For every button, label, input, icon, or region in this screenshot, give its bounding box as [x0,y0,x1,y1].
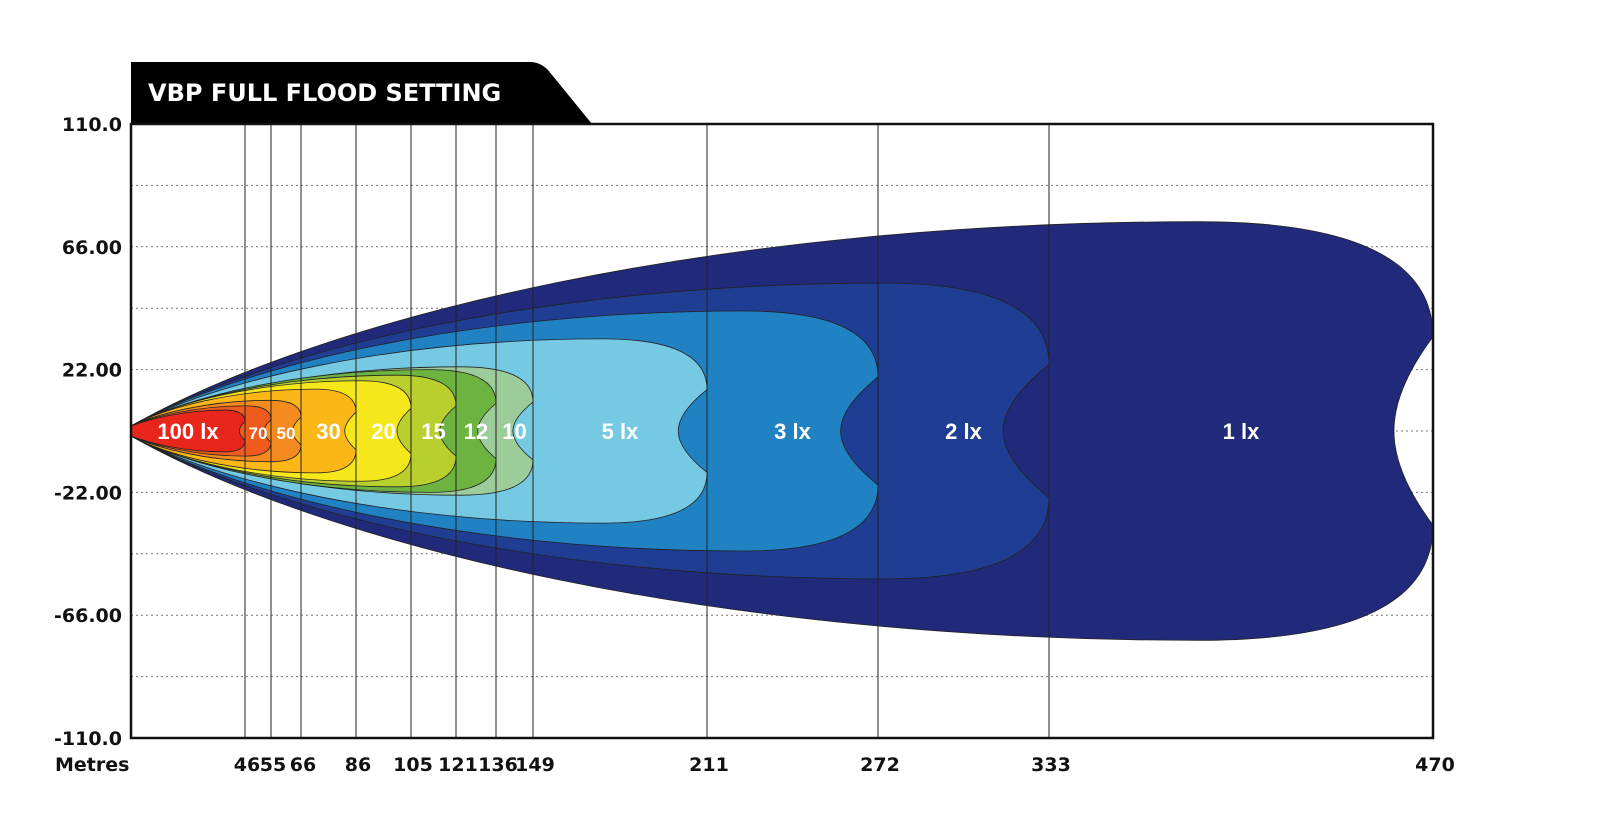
x-tick-label: 66 [290,754,316,776]
x-tick-label: 121 [438,754,478,776]
x-tick-label: 105 [393,754,433,776]
contour-label: 10 [502,419,526,444]
x-tick-label: 272 [860,754,900,776]
y-tick-label: -66.00 [54,605,122,627]
title-tab [131,62,592,124]
contour-label: 1 lx [1223,419,1260,444]
x-tick-label: 86 [345,754,371,776]
contour-label: 70 [249,424,268,443]
contour-label: 2 lx [945,419,982,444]
plot-frame [129,122,1435,740]
contour-100-lux [130,409,246,453]
contour-label: 50 [277,424,296,443]
y-tick-label: 22.00 [62,360,122,382]
y-tick-label: -22.00 [54,482,122,504]
x-tick-label: 470 [1415,754,1455,776]
contour-label: 100 lx [157,419,219,444]
y-tick-label: 110.0 [62,114,122,136]
x-tick-label: 333 [1031,754,1071,776]
x-tick-label: 149 [515,754,555,776]
contour-label: 3 lx [774,419,811,444]
x-tick-label: 55 [260,754,286,776]
y-tick-label: -110.0 [54,728,122,750]
contour-label: 12 [464,419,488,444]
x-axis-label: Metres [55,754,129,776]
x-tick-label: 211 [689,754,729,776]
chart-title: VBP FULL FLOOD SETTING [148,79,501,107]
x-tick-label: 46 [234,754,260,776]
contour-label: 5 lx [602,419,639,444]
contour-label: 30 [316,419,340,444]
y-tick-label: 66.00 [62,237,122,259]
contour-label: 15 [421,419,445,444]
contour-label: 20 [371,419,395,444]
x-tick-label: 136 [478,754,518,776]
